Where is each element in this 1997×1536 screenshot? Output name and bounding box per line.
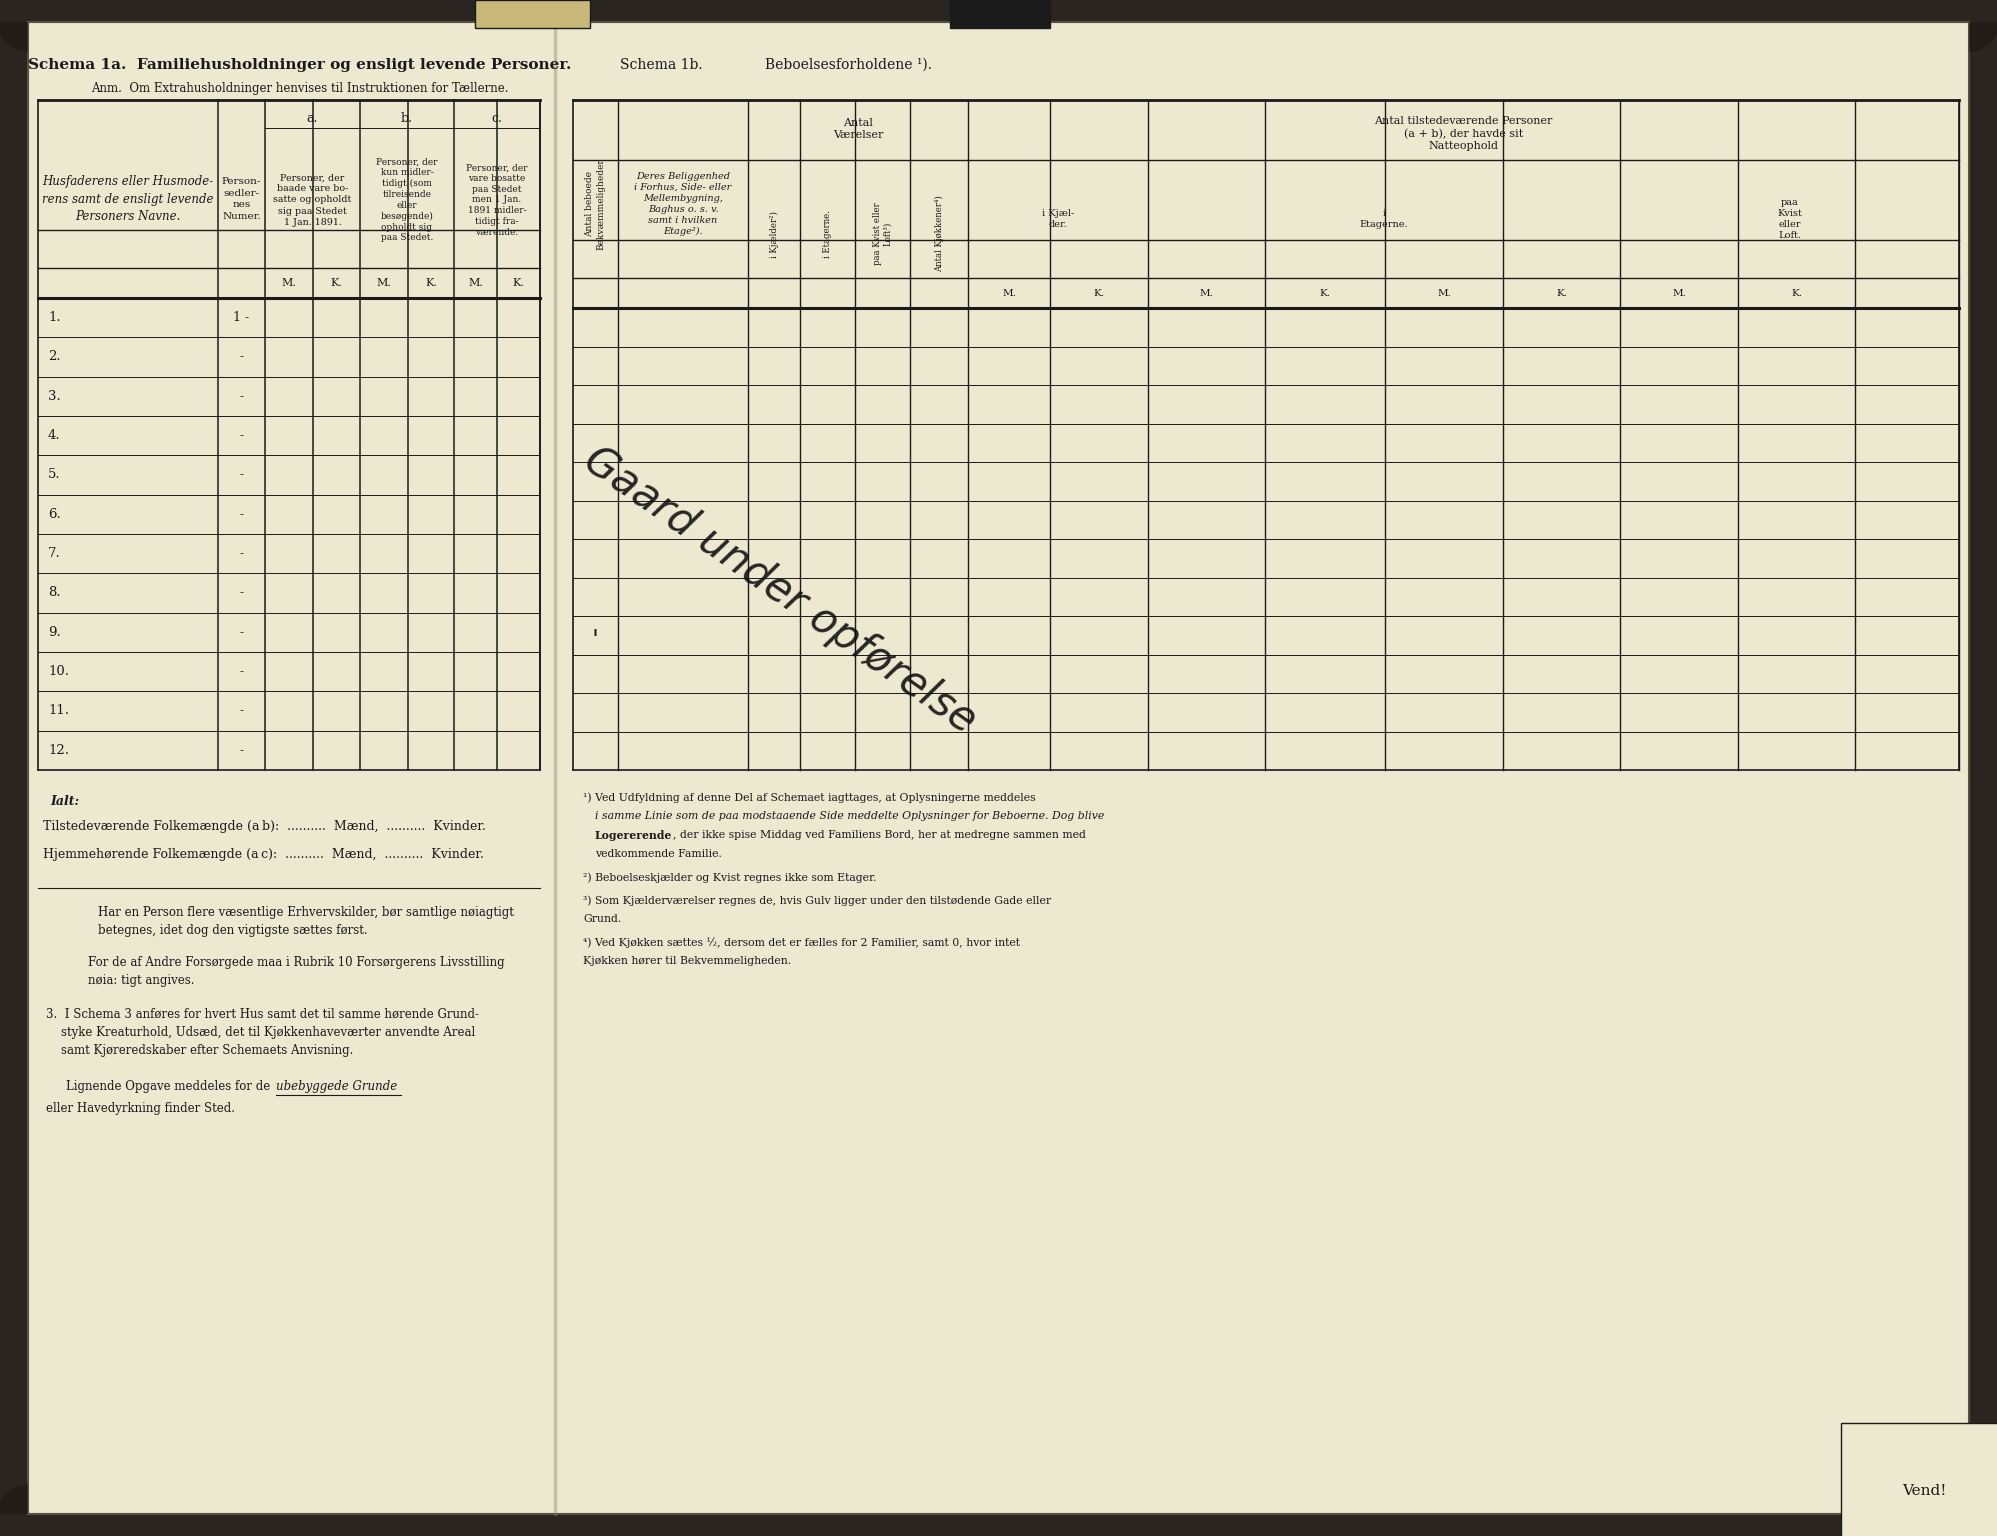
Text: Antal Kjøkkener⁴): Antal Kjøkkener⁴)	[935, 195, 943, 272]
Text: K.: K.	[1094, 289, 1104, 298]
Wedge shape	[1969, 22, 1997, 52]
Text: 3.  I Schema 3 anføres for hvert Hus samt det til samme hørende Grund-
    styke: 3. I Schema 3 anføres for hvert Hus samt…	[46, 1008, 479, 1057]
Bar	[475, 0, 589, 28]
Text: a.: a.	[308, 112, 318, 124]
Text: Person-
sedler-
nes
Numer.: Person- sedler- nes Numer.	[222, 177, 262, 221]
Text: 7.: 7.	[48, 547, 60, 561]
Bar	[951, 0, 1050, 28]
Text: 1.: 1.	[48, 312, 60, 324]
Text: Hjemmehørende Folkemængde (a c):  ..........  Mænd,  ..........  Kvinder.: Hjemmehørende Folkemængde (a c): .......…	[44, 848, 483, 862]
Text: -: -	[240, 468, 244, 481]
Text: ¹) Ved Udfyldning af denne Del af Schemaet iagttages, at Oplysningerne meddeles: ¹) Ved Udfyldning af denne Del af Schema…	[583, 793, 1036, 803]
Text: c.: c.	[491, 112, 503, 124]
Wedge shape	[0, 22, 28, 52]
Text: M.: M.	[467, 278, 483, 289]
Text: 6.: 6.	[48, 508, 60, 521]
Text: Antal beboede
Bekvæmmeligheder: Antal beboede Bekvæmmeligheder	[585, 158, 605, 250]
Text: 3.: 3.	[48, 390, 60, 402]
Text: Beboelsesforholdene ¹).: Beboelsesforholdene ¹).	[765, 58, 933, 72]
Text: Vend!: Vend!	[1903, 1484, 1947, 1498]
Text: K.: K.	[332, 278, 341, 289]
Text: K.: K.	[1556, 289, 1568, 298]
Text: M.: M.	[1671, 289, 1685, 298]
Text: M.: M.	[377, 278, 391, 289]
Text: b.: b.	[401, 112, 413, 124]
Text: 2.: 2.	[48, 350, 60, 364]
Text: -: -	[240, 705, 244, 717]
Text: 8.: 8.	[48, 587, 60, 599]
Text: K.: K.	[1791, 289, 1801, 298]
Text: 9.: 9.	[48, 625, 60, 639]
Text: i Kjæl-
der.: i Kjæl- der.	[1042, 209, 1074, 229]
Text: -: -	[240, 508, 244, 521]
Text: -: -	[240, 547, 244, 561]
Text: i samme Linie som de paa modstaaende Side meddelte Oplysninger for Beboerne. Dog: i samme Linie som de paa modstaaende Sid…	[595, 811, 1104, 822]
Text: 12.: 12.	[48, 743, 70, 757]
Text: ': '	[591, 628, 599, 651]
Text: Personer, der
baade vare bo-
satte og opholdt
sig paa Stedet
1 Jan. 1891.: Personer, der baade vare bo- satte og op…	[274, 174, 351, 227]
Text: M.: M.	[1002, 289, 1016, 298]
Text: 4.: 4.	[48, 429, 60, 442]
Text: i
Etagerne.: i Etagerne.	[1360, 209, 1408, 229]
Text: Husfaderens eller Husmode-
rens samt de ensligt levende
Personers Navne.: Husfaderens eller Husmode- rens samt de …	[42, 175, 214, 224]
Text: -: -	[240, 350, 244, 364]
Text: ²) Beboelseskjælder og Kvist regnes ikke som Etager.: ²) Beboelseskjælder og Kvist regnes ikke…	[583, 872, 877, 883]
Text: -: -	[240, 587, 244, 599]
Text: -: -	[240, 390, 244, 402]
Text: -: -	[240, 429, 244, 442]
Text: Ialt:: Ialt:	[50, 796, 80, 808]
Wedge shape	[1969, 1484, 1997, 1514]
Text: i Kjælder²): i Kjælder²)	[769, 210, 779, 258]
Wedge shape	[0, 1484, 28, 1514]
Text: K.: K.	[513, 278, 525, 289]
Text: Kjøkken hører til Bekvemmeligheden.: Kjøkken hører til Bekvemmeligheden.	[583, 955, 791, 966]
Text: ⁴) Ved Kjøkken sættes ½, dersom det er fælles for 2 Familier, samt 0, hvor intet: ⁴) Ved Kjøkken sættes ½, dersom det er f…	[583, 937, 1020, 948]
Text: For de af Andre Forsørgede maa i Rubrik 10 Forsørgerens Livsstilling
nøia: tigt : For de af Andre Forsørgede maa i Rubrik …	[88, 955, 505, 988]
Text: Deres Beliggenhed
i Forhus, Side- eller
Mellembygning,
Baghus o. s. v.
samt i hv: Deres Beliggenhed i Forhus, Side- eller …	[635, 172, 731, 237]
Text: Antal tilstedeværende Personer
(a + b), der havde sit
Natteophold: Antal tilstedeværende Personer (a + b), …	[1374, 117, 1554, 151]
Text: Tilstedeværende Folkemængde (a b):  ..........  Mænd,  ..........  Kvinder.: Tilstedeværende Folkemængde (a b): .....…	[44, 820, 485, 833]
Text: vedkommende Familie.: vedkommende Familie.	[595, 849, 721, 859]
Text: ³) Som Kjælderværelser regnes de, hvis Gulv ligger under den tilstødende Gade el: ³) Som Kjælderværelser regnes de, hvis G…	[583, 895, 1050, 906]
Text: Antal
Værelser: Antal Værelser	[833, 118, 883, 140]
Text: M.: M.	[1438, 289, 1452, 298]
Text: Schema 1b.: Schema 1b.	[619, 58, 703, 72]
Text: , der ikke spise Middag ved Familiens Bord, her at medregne sammen med: , der ikke spise Middag ved Familiens Bo…	[673, 829, 1086, 840]
Text: -: -	[240, 625, 244, 639]
Text: M.: M.	[1200, 289, 1214, 298]
Text: Logererende: Logererende	[595, 829, 673, 842]
Text: Personer, der
vare bosatte
paa Stedet
men 1 Jan.
1891 midler-
tidigt fra-
værend: Personer, der vare bosatte paa Stedet me…	[465, 163, 527, 237]
Text: Grund.: Grund.	[583, 914, 621, 925]
Text: Gaard under opførelse: Gaard under opførelse	[575, 438, 985, 742]
Text: paa
Kvist
eller
Loft.: paa Kvist eller Loft.	[1777, 198, 1801, 240]
Text: Lignende Opgave meddeles for de: Lignende Opgave meddeles for de	[66, 1080, 274, 1094]
Text: 1 -: 1 -	[234, 312, 250, 324]
Text: paa Kvist eller
Loft³): paa Kvist eller Loft³)	[873, 203, 893, 266]
Text: Personer, der
kun midler-
tidigt (som
tilreisende
eller
besøgende)
opholdt sig
p: Personer, der kun midler- tidigt (som ti…	[375, 158, 437, 243]
Text: ubebyggede Grunde: ubebyggede Grunde	[276, 1080, 397, 1094]
Text: Schema 1a.  Familiehusholdninger og ensligt levende Personer.: Schema 1a. Familiehusholdninger og ensli…	[28, 58, 571, 72]
Text: M.: M.	[282, 278, 296, 289]
Text: eller Havedyrkning finder Sted.: eller Havedyrkning finder Sted.	[46, 1101, 236, 1115]
Text: -: -	[240, 743, 244, 757]
Text: i Etagerne.: i Etagerne.	[823, 210, 833, 258]
Text: 11.: 11.	[48, 705, 70, 717]
Text: K.: K.	[425, 278, 437, 289]
Text: 10.: 10.	[48, 665, 70, 679]
Text: Anm.  Om Extrahusholdninger henvises til Instruktionen for Tællerne.: Anm. Om Extrahusholdninger henvises til …	[92, 81, 509, 95]
Text: -: -	[240, 665, 244, 679]
Text: K.: K.	[1320, 289, 1330, 298]
Text: Har en Person flere væsentlige Erhvervskilder, bør samtlige nøiagtigt
betegnes, : Har en Person flere væsentlige Erhvervsk…	[98, 906, 513, 937]
Text: 5.: 5.	[48, 468, 60, 481]
